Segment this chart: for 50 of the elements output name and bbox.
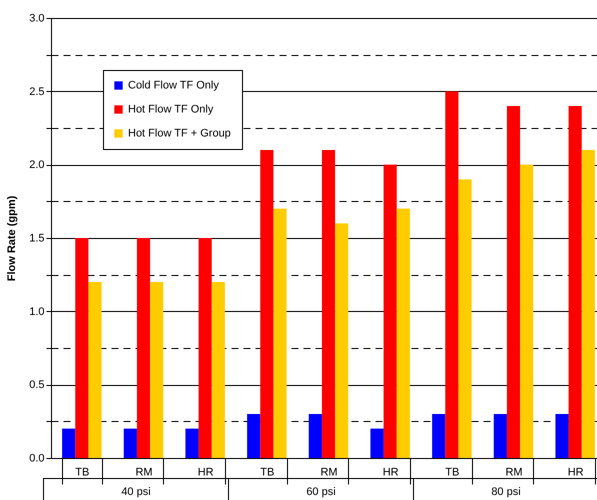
y-tick-label: 3.0 <box>29 12 44 24</box>
bar <box>62 428 76 458</box>
legend-label: Hot Flow TF Only <box>128 104 214 116</box>
x-tick-label: HR <box>382 466 399 478</box>
bar <box>520 164 534 458</box>
x-tick-label: RM <box>135 466 153 478</box>
bar <box>247 414 260 458</box>
legend-label: Hot Flow TF + Group <box>128 128 231 140</box>
bar <box>260 150 274 458</box>
bar <box>273 208 287 458</box>
y-axis-title: Flow Rate (gpm) <box>6 195 18 282</box>
x-tick-label: HR <box>198 466 214 478</box>
bar <box>136 238 150 458</box>
bar <box>384 164 397 458</box>
text: 40 psi <box>43 479 228 500</box>
bar <box>494 414 507 458</box>
bar <box>396 208 410 458</box>
y-tick-label: 0.0 <box>29 452 44 464</box>
bar <box>370 428 384 458</box>
x-tick-label: TB <box>75 466 90 478</box>
x-tick-label: TB <box>260 466 274 478</box>
text: 60 psi <box>228 479 413 500</box>
bar <box>124 428 137 458</box>
bar <box>582 150 595 458</box>
bar <box>432 414 446 458</box>
y-tick-label: 2.0 <box>29 159 44 172</box>
x-tick-label: TB <box>445 466 460 478</box>
bar <box>150 282 164 458</box>
bar <box>445 91 458 458</box>
x-tick-label: RM <box>320 466 338 478</box>
text: 80 psi <box>413 479 597 500</box>
legend-label: Cold Flow TF Only <box>128 80 220 92</box>
y-tick-label: 2.5 <box>29 86 44 98</box>
bar <box>335 223 348 458</box>
bar <box>185 428 199 458</box>
bar <box>458 179 472 458</box>
bar <box>322 150 336 458</box>
x-tick-label: RM <box>505 466 523 478</box>
bar <box>212 282 225 458</box>
y-tick-label: 1.5 <box>29 232 44 244</box>
bar <box>506 106 520 458</box>
y-tick-label: 1.0 <box>29 306 44 318</box>
bar <box>88 282 102 458</box>
bar <box>198 238 212 458</box>
bar <box>568 106 582 458</box>
y-tick-label: 0.5 <box>29 379 44 392</box>
bar <box>555 414 569 458</box>
x-tick-label: HR <box>568 466 584 478</box>
bar <box>308 414 322 458</box>
bar <box>75 238 88 458</box>
